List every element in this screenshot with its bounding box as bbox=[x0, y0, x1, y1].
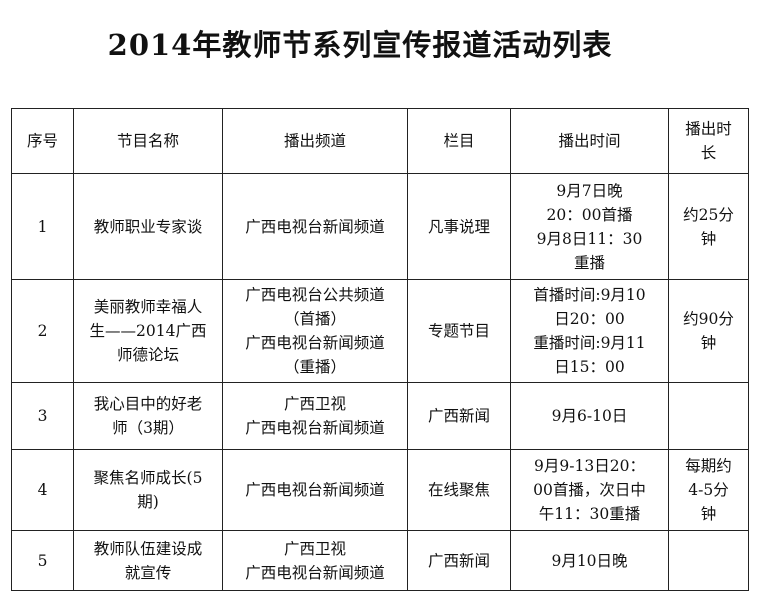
channel: 广西卫视广西电视台新闻频道 bbox=[222, 530, 408, 591]
program-name: 美丽教师幸福人 生——2014广西 师德论坛 bbox=[73, 279, 223, 383]
air-time-line: 9月8日11：30 bbox=[536, 229, 643, 248]
program-name-line: 生——2014广西 bbox=[89, 322, 207, 340]
channel-line: （重播） bbox=[283, 358, 346, 376]
channel-line: 广西电视台公共频道 bbox=[245, 286, 385, 304]
duration-line: 每期约 bbox=[685, 457, 732, 475]
column-name: 专题节目 bbox=[407, 279, 511, 383]
air-time: 首播时间:9月10 日20：00 重播时间:9月11 日15：00 bbox=[510, 279, 669, 383]
program-name-line: 教师职业专家谈 bbox=[93, 217, 203, 236]
header-cell: 节目名称 bbox=[73, 108, 223, 174]
duration-line: 约25分 bbox=[683, 205, 734, 224]
column-name: 广西新闻 bbox=[407, 530, 511, 591]
channel: 广西卫视广西电视台新闻频道 bbox=[222, 382, 408, 450]
channel-line: 广西电视台新闻频道 bbox=[245, 217, 385, 236]
duration: 每期约 4-5分钟 bbox=[668, 449, 749, 531]
channel: 广西电视台新闻频道 bbox=[222, 449, 408, 531]
air-time-line: 9月7日晚 bbox=[556, 181, 623, 200]
table-header-row: 序号 节目名称 播出频道 栏目 播出时间 播出时长 bbox=[11, 108, 749, 174]
row-number: 1 bbox=[11, 173, 74, 280]
program-name-line: 聚焦名师成长(5 bbox=[93, 469, 203, 487]
channel: 广西电视台公共频道 （首播） 广西电视台新闻频道 （重播） bbox=[222, 279, 408, 383]
activity-table: 序号 节目名称 播出频道 栏目 播出时间 播出时长 1 教师职业专家谈 广西电视台新… bbox=[11, 108, 749, 591]
channel-line: 广西电视台新闻频道 bbox=[245, 481, 385, 499]
air-time-line: 日15：00 bbox=[554, 358, 625, 376]
column-name: 在线聚焦 bbox=[407, 449, 511, 531]
program-name-line: 期) bbox=[137, 493, 159, 511]
row-number: 2 bbox=[11, 279, 74, 383]
duration-line: 约90分 bbox=[683, 310, 734, 328]
header-cell: 播出时长 bbox=[668, 108, 749, 174]
channel: 广西电视台新闻频道 bbox=[222, 173, 408, 280]
program-name: 我心目中的好老 师（3期） bbox=[73, 382, 223, 450]
air-time: 9月9-13日20： 00首播，次日中 午11：30重播 bbox=[510, 449, 669, 531]
table-row: 4 聚焦名师成长(5 期) 广西电视台新闻频道 在线聚焦 9月9-13日20： 00首播，次… bbox=[11, 449, 749, 531]
header-cell: 序号 bbox=[11, 108, 74, 174]
duration-line: 钟 bbox=[700, 229, 717, 248]
air-time-line: 00首播，次日中 bbox=[533, 481, 646, 499]
air-time-line: 日20：00 bbox=[554, 310, 625, 328]
channel-line: 广西卫视 bbox=[283, 539, 346, 558]
header-cell: 播出时间 bbox=[510, 108, 669, 174]
table-row: 1 教师职业专家谈 广西电视台新闻频道 凡事说理 9月7日晚 20：00首播 9月8日11：… bbox=[11, 173, 749, 280]
channel-line: 广西电视台新闻频道 bbox=[245, 563, 385, 582]
duration-line: 4-5分 bbox=[688, 481, 729, 499]
air-time: 9月6-10日 bbox=[510, 382, 669, 450]
channel-line: （首播） bbox=[283, 310, 346, 328]
duration: 约25分钟 bbox=[668, 173, 749, 280]
table-row: 2 美丽教师幸福人 生——2014广西 师德论坛 广西电视台公共频道 （首播） 广西电视台新… bbox=[11, 279, 749, 383]
column-name: 广西新闻 bbox=[407, 382, 511, 450]
air-time-line: 重播时间:9月11 bbox=[533, 334, 646, 352]
air-time-line: 首播时间:9月10 bbox=[533, 286, 646, 304]
row-number: 4 bbox=[11, 449, 74, 531]
program-name: 教师队伍建设成 就宣传 bbox=[73, 530, 223, 591]
row-number: 5 bbox=[11, 530, 74, 591]
table-row: 5 教师队伍建设成 就宣传 广西卫视 广西电视台新闻频道 广西新闻 9月10日晚 bbox=[11, 530, 749, 591]
header-cell: 播出频道 bbox=[222, 108, 408, 174]
air-time: 9月7日晚 20：00首播 9月8日11：30 重播 bbox=[510, 173, 669, 280]
air-time-line: 9月9-13日20： bbox=[534, 457, 645, 475]
program-name-line: 我心目中的好老 bbox=[93, 395, 203, 413]
program-name-line: 师德论坛 bbox=[116, 346, 179, 364]
table-row: 3 我心目中的好老 师（3期） 广西卫视 广西电视台新闻频道 广西新闻 9月6-10日 bbox=[11, 382, 749, 450]
page-title: 2014年教师节系列宣传报道活动列表 bbox=[107, 28, 613, 62]
duration bbox=[668, 382, 749, 450]
air-time: 9月10日晚 bbox=[510, 530, 669, 591]
duration-line: 钟 bbox=[700, 334, 717, 352]
column-name: 凡事说理 bbox=[407, 173, 511, 280]
air-time-line: 重播 bbox=[573, 253, 605, 272]
air-time-line: 9月6-10日 bbox=[551, 407, 628, 425]
channel-line: 广西卫视 bbox=[283, 395, 346, 413]
duration: 约90分钟 bbox=[668, 279, 749, 383]
program-name-line: 教师队伍建设成 bbox=[93, 539, 203, 558]
program-name-line: 就宣传 bbox=[124, 563, 172, 582]
channel-line: 广西电视台新闻频道 bbox=[245, 334, 385, 352]
air-time-line: 9月10日晚 bbox=[551, 551, 628, 570]
air-time-line: 午11：30重播 bbox=[538, 505, 641, 523]
header-cell: 栏目 bbox=[407, 108, 511, 174]
channel-line: 广西电视台新闻频道 bbox=[245, 419, 385, 437]
program-name: 聚焦名师成长(5 期) bbox=[73, 449, 223, 531]
duration bbox=[668, 530, 749, 591]
program-name-line: 师（3期） bbox=[112, 419, 184, 437]
row-number: 3 bbox=[11, 382, 74, 450]
program-name-line: 美丽教师幸福人 bbox=[93, 298, 203, 316]
air-time-line: 20：00首播 bbox=[546, 205, 633, 224]
duration-line: 钟 bbox=[700, 505, 717, 523]
program-name: 教师职业专家谈 bbox=[73, 173, 223, 280]
